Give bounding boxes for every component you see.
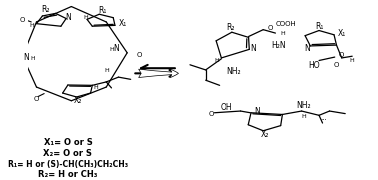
Text: O: O xyxy=(20,17,25,23)
Text: R₁: R₁ xyxy=(99,6,107,15)
Text: NH₂: NH₂ xyxy=(296,101,311,110)
Text: H: H xyxy=(301,114,306,119)
Text: R₂: R₂ xyxy=(226,23,234,32)
Text: X₁: X₁ xyxy=(119,19,127,28)
Text: O: O xyxy=(334,62,339,68)
Text: X₂= O or S: X₂= O or S xyxy=(43,149,92,158)
Text: H₂N: H₂N xyxy=(271,41,286,50)
Text: H: H xyxy=(83,15,88,20)
Text: HO: HO xyxy=(308,61,320,70)
Text: H: H xyxy=(29,23,34,28)
Text: H: H xyxy=(93,86,98,90)
Text: H: H xyxy=(349,58,354,63)
Text: O: O xyxy=(208,111,214,118)
Text: OH: OH xyxy=(221,103,232,112)
Text: NH₂: NH₂ xyxy=(226,67,241,76)
Text: R₂= H or CH₃: R₂= H or CH₃ xyxy=(38,170,98,179)
Text: O: O xyxy=(137,51,142,57)
Text: R₁: R₁ xyxy=(315,22,323,31)
Text: N: N xyxy=(23,53,29,62)
Text: H: H xyxy=(215,58,220,63)
Text: X₂: X₂ xyxy=(73,96,82,105)
Text: X₁= O or S: X₁= O or S xyxy=(43,138,92,147)
Text: H: H xyxy=(104,68,108,73)
Text: X₁: X₁ xyxy=(338,30,346,39)
Text: O: O xyxy=(34,96,39,102)
Text: O: O xyxy=(268,25,273,31)
Text: ···: ··· xyxy=(320,117,327,123)
Text: R₂: R₂ xyxy=(42,5,50,14)
Text: N: N xyxy=(254,107,260,116)
Text: R₁= H or (S)-CH(CH₃)CH₂CH₃: R₁= H or (S)-CH(CH₃)CH₂CH₃ xyxy=(8,160,128,169)
Text: N: N xyxy=(251,44,256,53)
Text: O: O xyxy=(339,52,344,58)
Text: N: N xyxy=(304,44,310,53)
Text: COOH: COOH xyxy=(276,21,296,27)
Text: H: H xyxy=(30,56,35,61)
Text: N: N xyxy=(113,44,119,53)
Text: X₂: X₂ xyxy=(261,130,269,139)
Text: H: H xyxy=(109,47,114,52)
Text: N: N xyxy=(65,13,71,22)
Text: H: H xyxy=(280,31,285,36)
